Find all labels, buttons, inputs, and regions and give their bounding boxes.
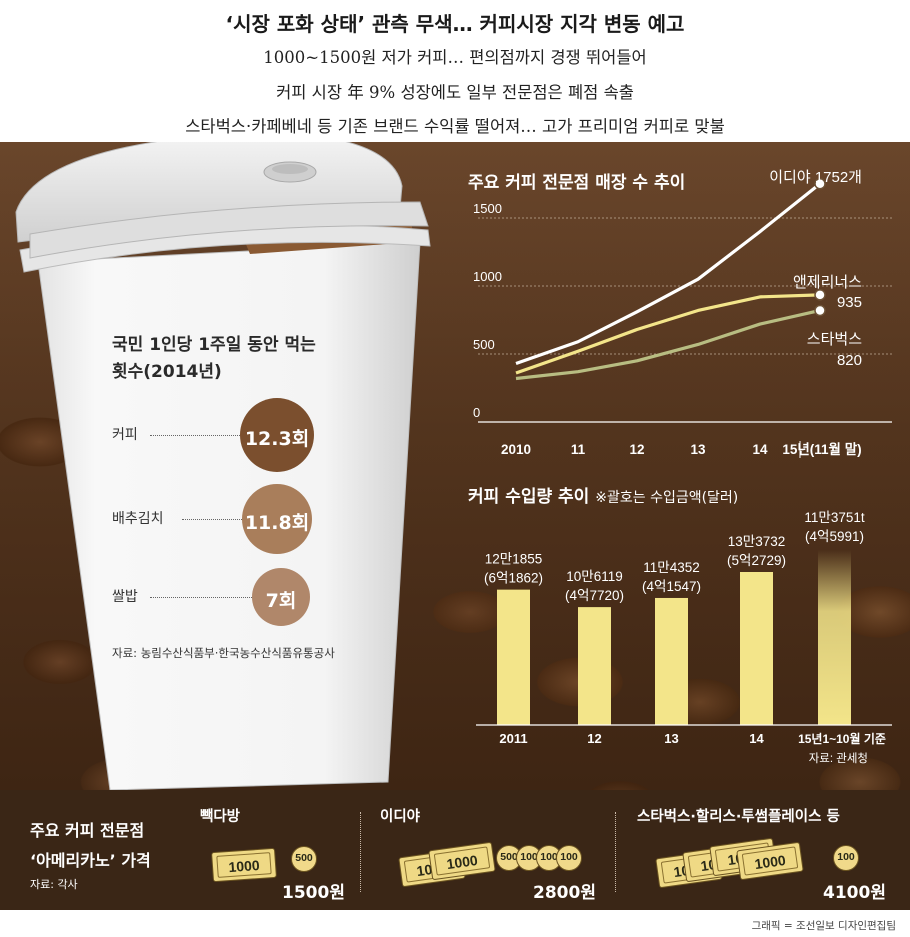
price: 2800원 <box>533 883 596 903</box>
americano-title-line2: ‘아메리카노’ 가격 <box>30 851 151 870</box>
bar-chart-title: 커피 수입량 추이 ※괄호는 수입금액(달러) <box>468 482 738 507</box>
leader-line <box>182 519 278 520</box>
price: 4100원 <box>823 883 886 903</box>
value-circle <box>240 398 314 472</box>
leader-line <box>150 435 278 436</box>
brand-name: 빽다방 <box>200 809 241 825</box>
americano-title: 주요 커피 전문점 ‘아메리카노’ 가격 <box>30 816 190 876</box>
brand-name: 스타벅스·할리스·투썸플레이스 등 <box>637 809 840 825</box>
value-circle <box>252 568 310 626</box>
subtitle-3: 스타벅스·카페베네 등 기존 브랜드 수익률 떨어져… 고가 프리미엄 커피로 … <box>185 117 725 136</box>
main-title: ‘시장 포화 상태’ 관측 무색… 커피시장 지각 변동 예고 <box>225 12 685 36</box>
food-value: 11.8회 <box>244 512 310 534</box>
food-label: 배추김치 <box>112 511 164 527</box>
coffee-cup-illustration <box>15 142 431 790</box>
subtitle-1: 1000~1500원 저가 커피… 편의점까지 경쟁 뛰어들어 <box>263 48 647 67</box>
banknote-icon: 1000 <box>211 847 277 883</box>
food-value: 12.3회 <box>244 428 310 450</box>
coin-icon: 100 <box>556 845 582 871</box>
americano-title-line1: 주요 커피 전문점 <box>30 821 145 840</box>
food-label: 쌀밥 <box>112 589 138 605</box>
cup-panel-title: 국민 1인당 1주일 동안 먹는 횟수(2014년) <box>112 332 392 386</box>
coin-icon: 100 <box>833 845 859 871</box>
value-circle <box>242 484 312 554</box>
leader-line <box>150 597 278 598</box>
cup-panel-source: 자료: 농림수산식품부·한국농수산식품유통공사 <box>112 646 335 660</box>
cup-title-line1: 국민 1인당 1주일 동안 먹는 <box>112 335 316 355</box>
section-divider <box>615 812 616 892</box>
food-row-kimchi: 배추김치 11.8회 <box>112 484 412 554</box>
food-label: 커피 <box>112 427 138 443</box>
brand-name: 이디야 <box>380 809 421 825</box>
line-chart-title: 주요 커피 전문점 매장 수 추이 <box>468 173 686 193</box>
banknote-value: 1000 <box>227 856 261 876</box>
subtitle-2: 커피 시장 年 9% 성장에도 일부 전문점은 폐점 속출 <box>276 83 634 102</box>
cup-title-line2: 횟수(2014년) <box>112 362 222 382</box>
coin-icon: 500 <box>291 846 317 872</box>
header: ‘시장 포화 상태’ 관측 무색… 커피시장 지각 변동 예고 1000~150… <box>0 0 910 142</box>
bar-chart-title-note: ※괄호는 수입금액(달러) <box>595 490 739 506</box>
food-row-coffee: 커피 12.3회 <box>112 398 412 472</box>
price: 1500원 <box>282 883 345 903</box>
food-value: 7회 <box>265 590 297 612</box>
bar-chart-title-text: 커피 수입량 추이 <box>468 487 590 507</box>
section-divider <box>360 812 361 892</box>
food-row-rice: 쌀밥 7회 <box>112 562 412 632</box>
graphic-credit: 그래픽 = 조선일보 디자인편집팀 <box>751 920 896 932</box>
americano-source: 자료: 각사 <box>30 878 78 891</box>
